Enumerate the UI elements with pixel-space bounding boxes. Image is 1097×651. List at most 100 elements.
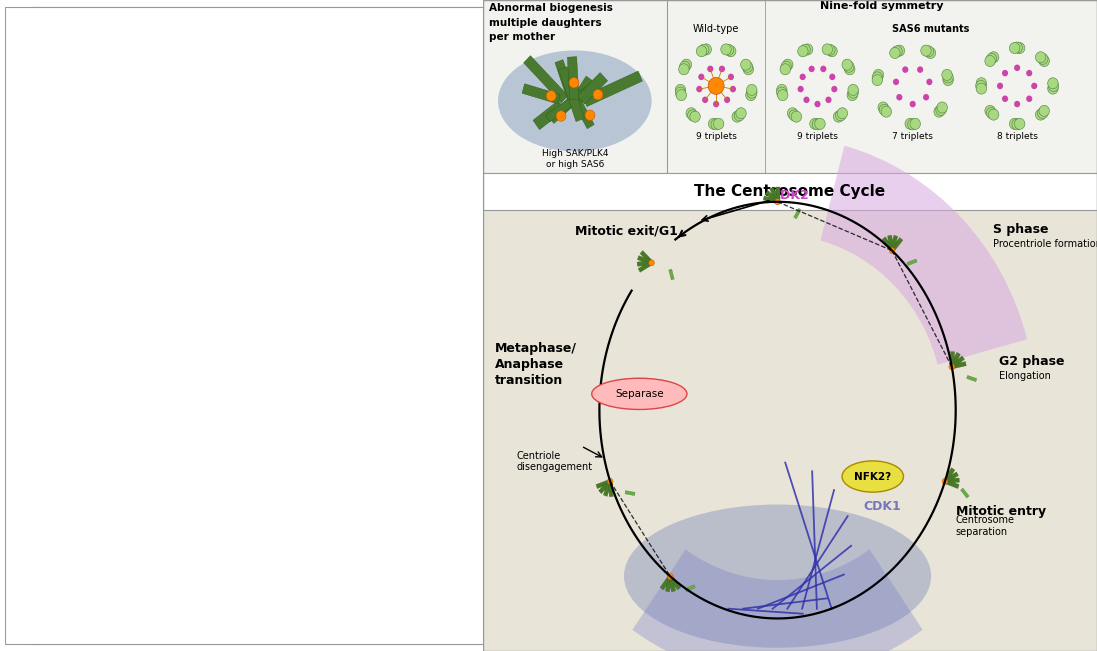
- Circle shape: [892, 46, 902, 57]
- Bar: [32, 379, 196, 402]
- Bar: [583, 71, 643, 107]
- Circle shape: [917, 66, 924, 73]
- Circle shape: [926, 79, 932, 85]
- Circle shape: [988, 51, 999, 62]
- Circle shape: [774, 199, 780, 205]
- Ellipse shape: [498, 51, 652, 151]
- Circle shape: [949, 364, 954, 370]
- Circle shape: [699, 44, 709, 55]
- Circle shape: [709, 77, 724, 94]
- Circle shape: [746, 90, 756, 101]
- Bar: [196, 491, 483, 514]
- Text: Precocious centriole disengagement: Precocious centriole disengagement: [201, 186, 354, 195]
- Circle shape: [943, 75, 953, 86]
- Circle shape: [721, 44, 732, 55]
- Bar: [196, 514, 483, 537]
- Text: PLK1 (Hs): PLK1 (Hs): [36, 256, 77, 265]
- Circle shape: [881, 106, 892, 117]
- Text: CDK1 (Dm, Sc): CDK1 (Dm, Sc): [36, 521, 99, 530]
- Circle shape: [872, 72, 883, 83]
- Circle shape: [976, 77, 986, 89]
- Circle shape: [842, 59, 852, 70]
- Bar: [950, 352, 954, 368]
- Text: No reduplication, normal duplication, needed for
duplication in absence of CDK1: No reduplication, normal duplication, ne…: [201, 125, 406, 145]
- Circle shape: [730, 86, 736, 92]
- Bar: [196, 337, 483, 379]
- Bar: [950, 352, 960, 369]
- Circle shape: [902, 66, 908, 73]
- Circle shape: [925, 48, 936, 59]
- Text: The Centrosome Cycle: The Centrosome Cycle: [694, 184, 885, 199]
- Text: 9 triplets: 9 triplets: [798, 132, 838, 141]
- Text: Centrosome amplification: Centrosome amplification: [201, 409, 309, 419]
- Bar: [942, 467, 954, 484]
- Circle shape: [986, 53, 997, 64]
- Circle shape: [936, 104, 947, 115]
- Bar: [196, 379, 483, 402]
- Circle shape: [676, 85, 686, 96]
- Circle shape: [837, 107, 848, 118]
- Text: Separase (Xl): Separase (Xl): [36, 163, 93, 172]
- Text: transition: transition: [495, 374, 563, 387]
- Text: Centrosome
separation: Centrosome separation: [955, 515, 1015, 537]
- Bar: [640, 251, 654, 265]
- Circle shape: [719, 66, 725, 72]
- Text: No reduplication in S phase-arrested cells: No reduplication in S phase-arrested cel…: [201, 256, 377, 265]
- Bar: [961, 488, 969, 498]
- Bar: [638, 260, 654, 272]
- Bar: [196, 295, 483, 337]
- Circle shape: [723, 44, 734, 55]
- Circle shape: [1048, 83, 1059, 94]
- Circle shape: [734, 110, 745, 121]
- Circle shape: [911, 118, 920, 130]
- Circle shape: [798, 46, 808, 57]
- Circle shape: [934, 106, 945, 117]
- Circle shape: [1026, 96, 1032, 102]
- Bar: [5, 114, 32, 644]
- Circle shape: [845, 64, 855, 75]
- Circle shape: [942, 70, 952, 81]
- Text: CDK2: CDK2: [771, 189, 808, 202]
- Circle shape: [740, 59, 751, 70]
- Circle shape: [822, 44, 833, 55]
- Circle shape: [808, 66, 815, 72]
- Circle shape: [937, 102, 948, 113]
- Circle shape: [1009, 118, 1020, 130]
- Text: Skp1, Skp2, Cul1,
Slimb (SCF Complex)
(Dm, Xl, Mm, Hs): Skp1, Skp2, Cul1, Slimb (SCF Complex) (D…: [36, 553, 125, 583]
- Bar: [196, 598, 483, 621]
- Text: disengagement: disengagement: [517, 462, 592, 472]
- Bar: [32, 621, 196, 644]
- Bar: [794, 208, 801, 219]
- Bar: [533, 100, 565, 130]
- Text: Amplification: Amplification: [201, 521, 257, 530]
- Bar: [196, 402, 483, 426]
- Text: 9 triplets: 9 triplets: [695, 132, 736, 141]
- Circle shape: [909, 101, 916, 107]
- Circle shape: [546, 90, 556, 101]
- Bar: [890, 235, 897, 252]
- Text: per mother: per mother: [489, 32, 555, 42]
- Circle shape: [608, 478, 613, 484]
- Bar: [32, 249, 196, 272]
- Circle shape: [569, 77, 579, 88]
- Circle shape: [975, 81, 986, 92]
- Bar: [548, 89, 585, 124]
- Bar: [766, 190, 780, 204]
- Circle shape: [985, 55, 995, 66]
- Circle shape: [725, 46, 736, 57]
- Text: BRCA1 (Hs, Mm): BRCA1 (Hs, Mm): [36, 353, 105, 363]
- Bar: [32, 426, 196, 449]
- Bar: [568, 76, 595, 111]
- Bar: [686, 585, 695, 592]
- Text: No reduplication in S phase-arrested cells: No reduplication in S phase-arrested cel…: [201, 279, 377, 288]
- Text: PLK2 (Hs): PLK2 (Hs): [36, 279, 77, 288]
- Bar: [950, 356, 964, 369]
- Text: multiple daughters: multiple daughters: [489, 18, 601, 27]
- Bar: [668, 575, 676, 592]
- Circle shape: [800, 44, 811, 55]
- Circle shape: [743, 64, 754, 75]
- Text: Mitotic entry: Mitotic entry: [955, 505, 1045, 518]
- Circle shape: [747, 87, 757, 98]
- Text: Metaphase/: Metaphase/: [495, 342, 577, 355]
- Bar: [196, 426, 483, 449]
